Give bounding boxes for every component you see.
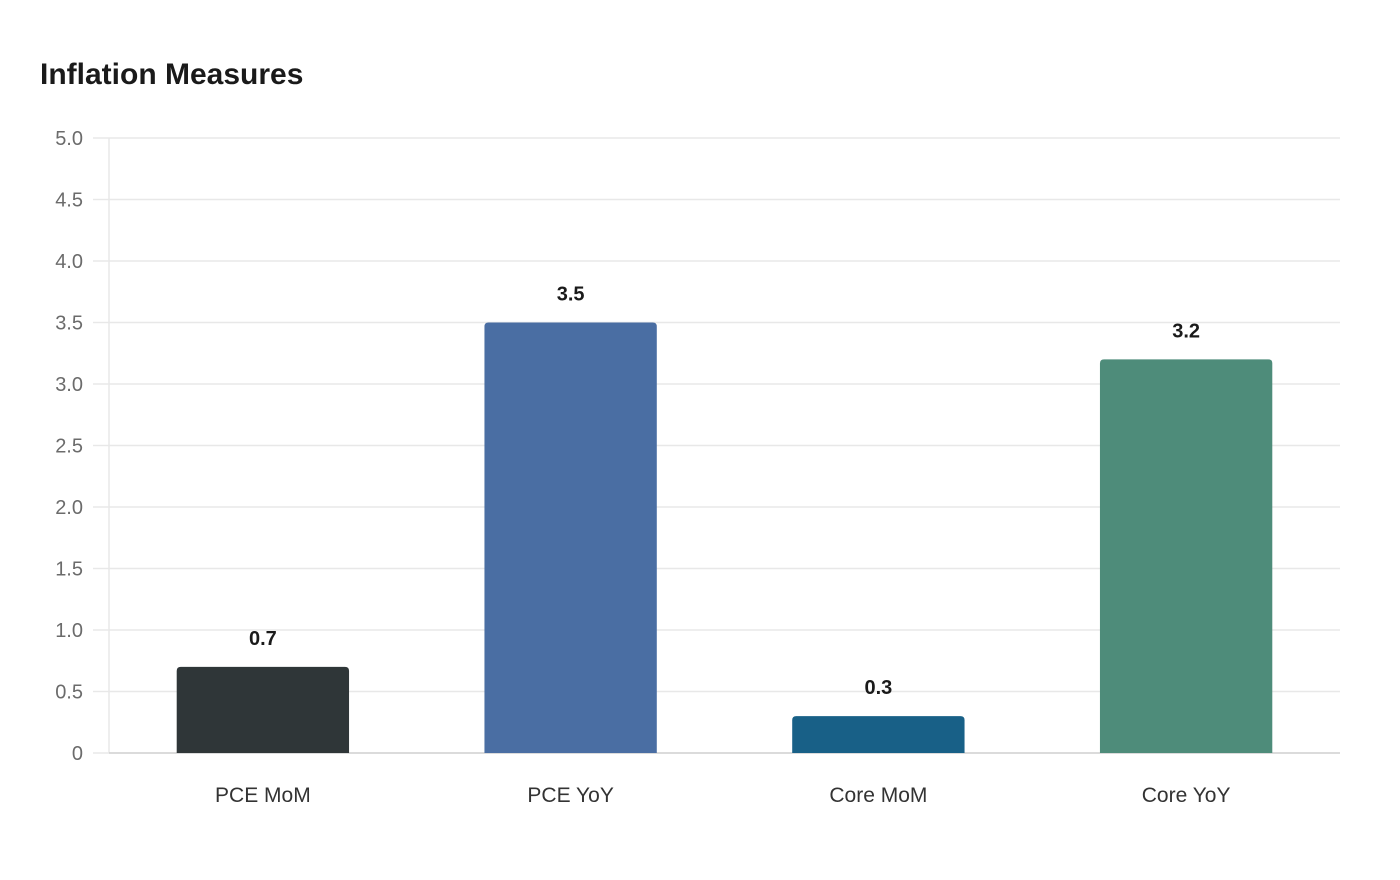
y-tick-label: 4.5 [55, 190, 83, 212]
data-label: 0.7 [249, 628, 277, 650]
bar-core-yoy[interactable] [1099, 359, 1273, 753]
chart-title: Inflation Measures [40, 58, 304, 91]
y-tick-label: 4.0 [55, 251, 83, 273]
bar-core-mom[interactable] [792, 716, 965, 753]
bars [176, 322, 1273, 754]
y-tick-label: 0.5 [55, 682, 83, 704]
x-tick-label: Core YoY [1142, 784, 1231, 807]
y-tick-label: 5.0 [55, 128, 83, 150]
data-label: 0.3 [864, 677, 892, 699]
x-tick-label: PCE MoM [215, 784, 311, 807]
y-tick-label: 0 [72, 743, 83, 765]
x-tick-label: PCE YoY [527, 784, 613, 807]
data-label: 3.5 [557, 284, 585, 306]
y-tick-label: 3.0 [55, 374, 83, 396]
bar-pce-mom[interactable] [176, 666, 350, 753]
y-tick-label: 2.0 [55, 497, 83, 519]
bar-pce-yoy[interactable] [484, 322, 657, 754]
y-tick-label: 1.5 [55, 559, 83, 581]
x-tick-label: Core MoM [829, 784, 927, 807]
labels: 0 0.5 1.0 1.5 2.0 2.5 3.0 3.5 4.0 4.5 5.0 0.7 PCE Mo… [55, 128, 1230, 807]
data-label: 3.2 [1172, 320, 1200, 342]
y-tick-label: 2.5 [55, 436, 83, 458]
y-tick-label: 1.0 [55, 620, 83, 642]
grid-lines [109, 137, 1340, 693]
y-tick-label: 3.5 [55, 313, 83, 335]
